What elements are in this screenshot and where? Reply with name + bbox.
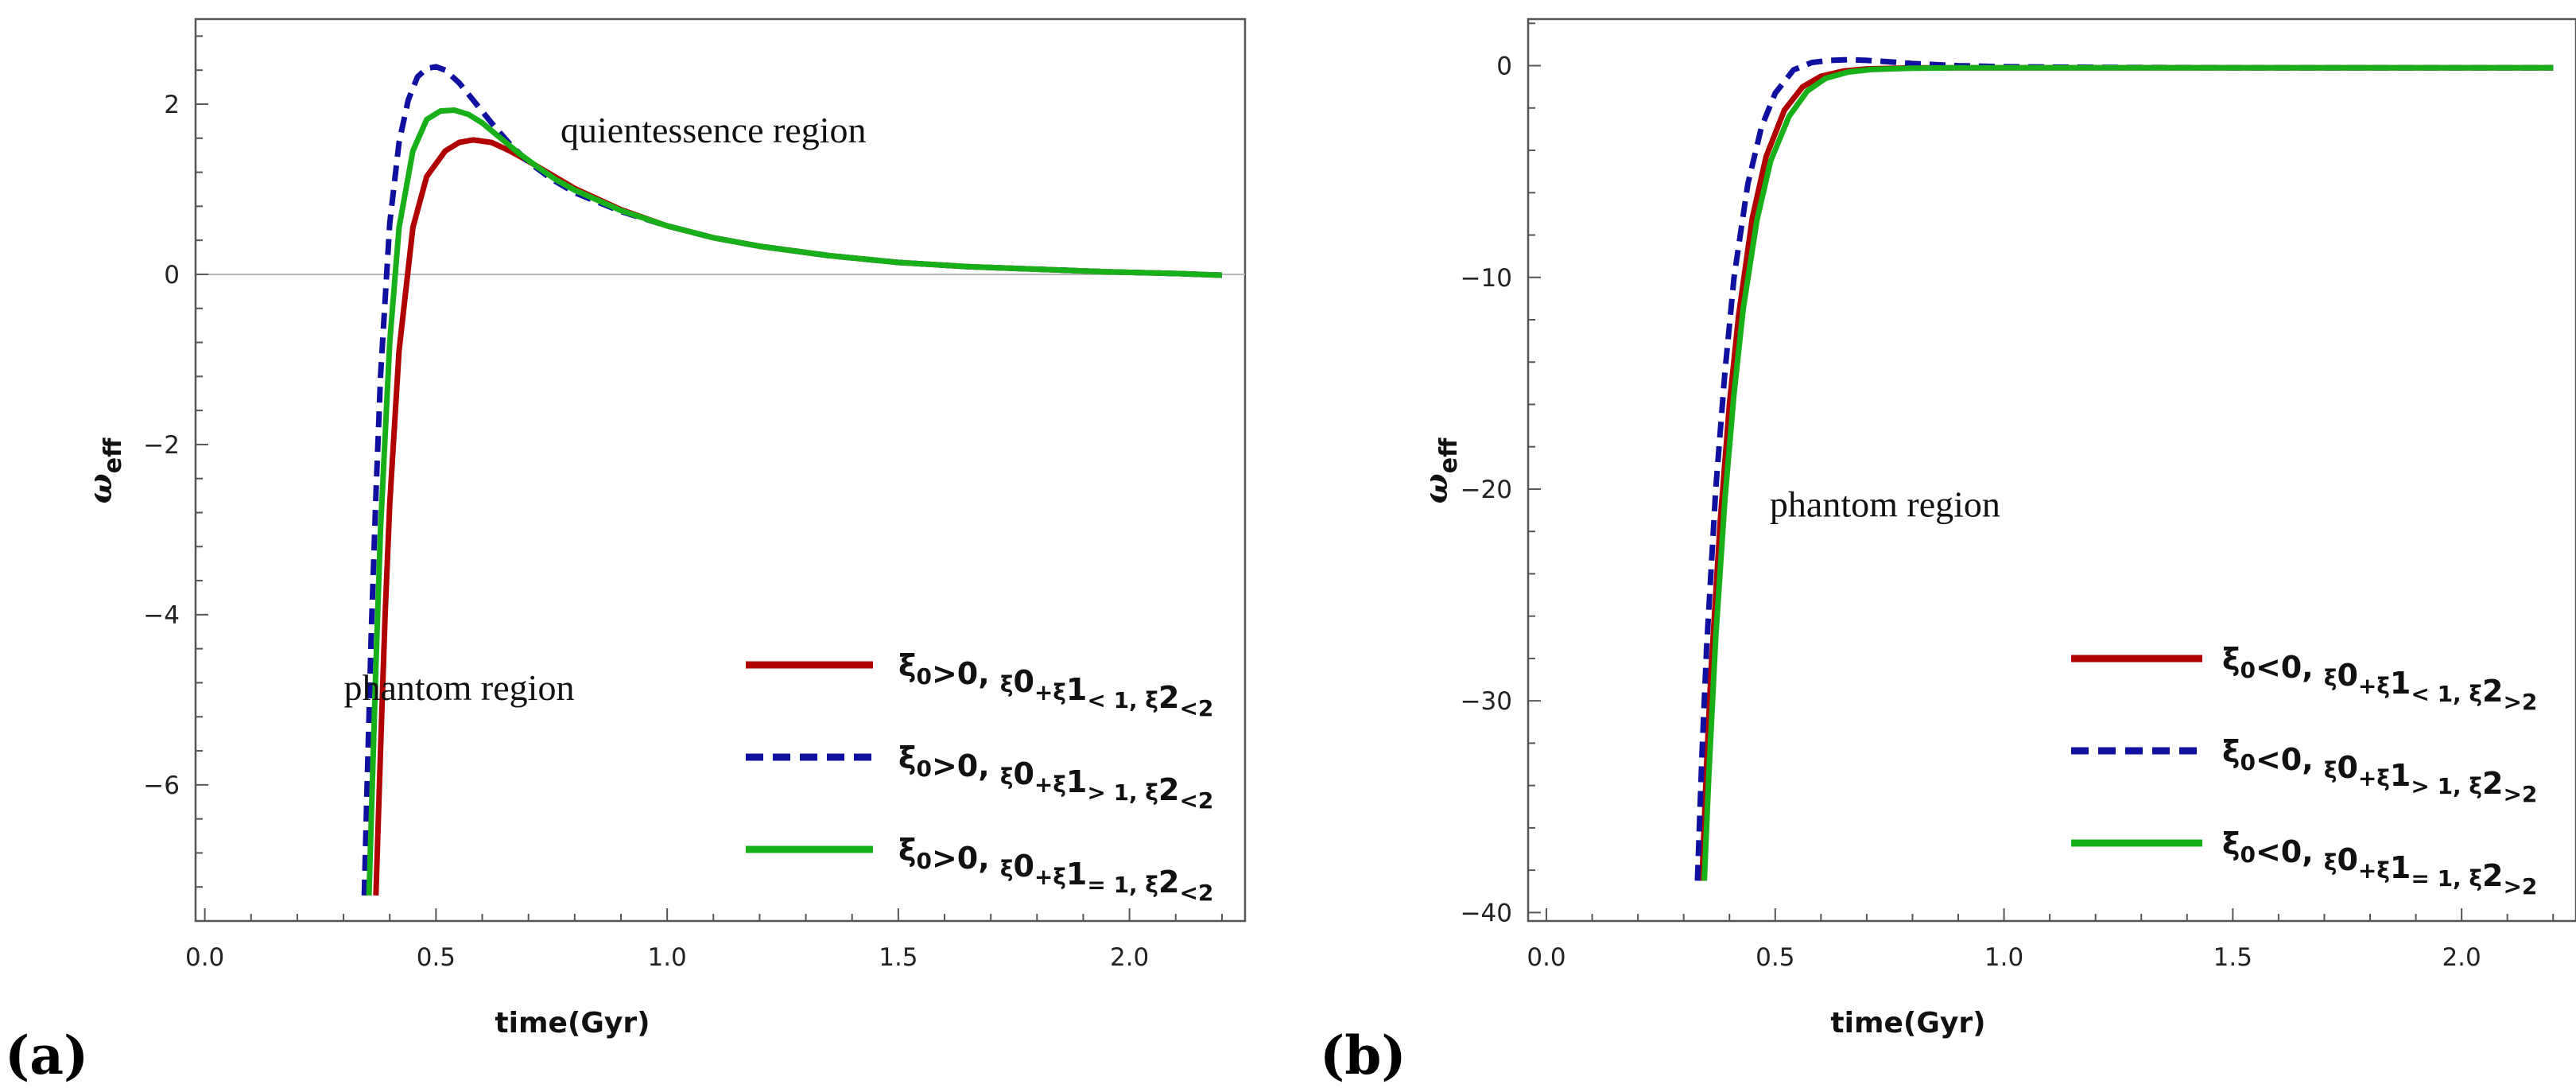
- y-axis-label-b: ωeff: [1418, 437, 1463, 503]
- y-tick-label-a: 0: [164, 261, 180, 290]
- y-tick-label-a: −4: [143, 601, 180, 630]
- data-marks-b: 0.0 0.5 1.0 1.5 2.0 0 −10 −20 −30 −40 phantom regi…: [1320, 22, 2555, 1086]
- legend-label-a-2: ξ0>0, ξ0+ξ1> 1, ξ2<2: [898, 740, 1213, 814]
- series-line-a-3: [366, 107, 1223, 896]
- panel-label-b: (b): [1320, 1024, 1406, 1086]
- y-tick-label-b: −30: [1461, 687, 1512, 716]
- y-tick-label-a: 2: [164, 91, 180, 119]
- y-axis-label-a: ωeff: [82, 437, 127, 503]
- y-tick-label-b: −10: [1461, 264, 1512, 293]
- x-tick-label-a: 1.0: [647, 943, 686, 972]
- x-tick-label-a: 1.5: [879, 943, 918, 972]
- plot-frame-b: [1527, 17, 2576, 923]
- data-marks-a: 0.0 0.5 1.0 1.5 2.0 2 0 −2 −4 −6 quientessence reg…: [5, 35, 1245, 1086]
- legend-label-b-2: ξ0<0, ξ0+ξ1> 1, ξ2>2: [2222, 734, 2537, 807]
- x-tick-label-a: 0.0: [185, 943, 224, 972]
- x-axis-label-a: time(Gyr): [495, 1007, 650, 1040]
- x-tick-label-b: 2.0: [2442, 943, 2481, 972]
- x-tick-label-a: 0.5: [417, 943, 456, 972]
- region-annotation-b: phantom region: [1770, 484, 2000, 525]
- panel-label-a: (a): [5, 1024, 88, 1086]
- y-tick-label-a: −6: [143, 771, 180, 800]
- legend-label-b-1: ξ0<0, ξ0+ξ1< 1, ξ2>2: [2222, 642, 2537, 715]
- series-line-b-3: [1701, 64, 2554, 881]
- region-annotation-a: phantom region: [343, 667, 574, 708]
- y-tick-label-b: −40: [1461, 899, 1512, 927]
- y-tick-label-b: −20: [1461, 476, 1512, 504]
- legend-label-a-1: ξ0>0, ξ0+ξ1< 1, ξ2<2: [898, 648, 1213, 721]
- x-tick-label-b: 1.0: [1984, 943, 2023, 972]
- series-line-b-1: [1699, 64, 2554, 881]
- y-tick-label-a: −2: [143, 431, 180, 460]
- region-annotation-a: quientessence region: [561, 110, 866, 150]
- x-tick-label-b: 0.0: [1527, 943, 1565, 972]
- plot-frame-a: [194, 17, 1247, 923]
- y-tick-label-b: 0: [1496, 52, 1512, 81]
- chart-panel-a: 0.0 0.5 1.0 1.5 2.0 2 0 −2 −4 −6 quientessence reg…: [5, 17, 1247, 1086]
- legend-label-a-3: ξ0>0, ξ0+ξ1= 1, ξ2<2: [898, 833, 1213, 906]
- x-tick-label-a: 2.0: [1110, 943, 1149, 972]
- x-axis-label-b: time(Gyr): [1830, 1007, 1985, 1040]
- series-line-b-2: [1694, 56, 2554, 881]
- legend-label-b-3: ξ0<0, ξ0+ξ1= 1, ξ2>2: [2222, 826, 2537, 900]
- x-tick-label-b: 0.5: [1755, 943, 1794, 972]
- chart-panel-b: 0.0 0.5 1.0 1.5 2.0 0 −10 −20 −30 −40 phantom regi…: [1320, 17, 2576, 1086]
- series-line-a-2: [361, 64, 1223, 896]
- x-tick-label-b: 1.5: [2213, 943, 2252, 972]
